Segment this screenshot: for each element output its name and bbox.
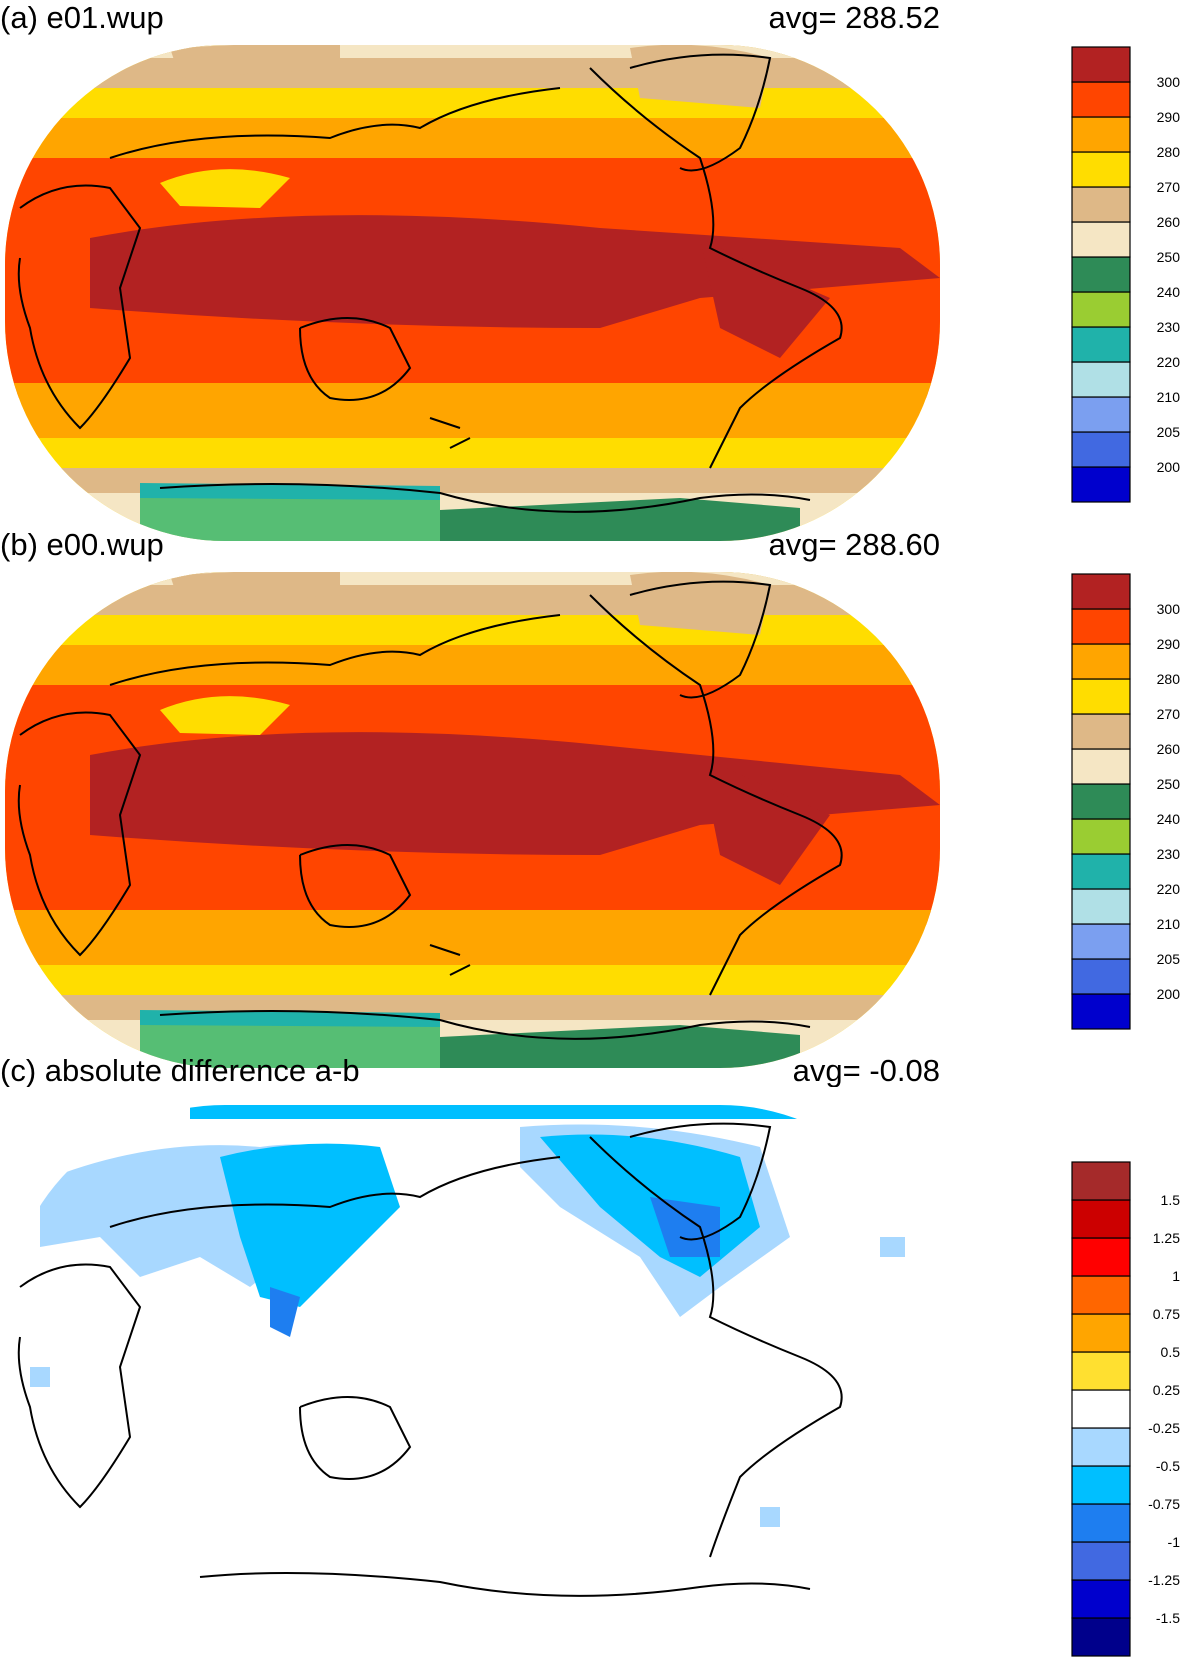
colorbar-tick-label: 250 xyxy=(1157,249,1181,265)
colorbar-swatch xyxy=(1071,1503,1131,1543)
colorbar-swatch xyxy=(1071,466,1131,503)
colorbar-tick-label: 260 xyxy=(1157,214,1181,230)
colorbar-swatch xyxy=(1071,1617,1131,1657)
colorbar-tick-label: 210 xyxy=(1157,389,1181,405)
panel-c-average: avg= -0.08 xyxy=(792,1053,940,1088)
colorbar-tick-label: 0.25 xyxy=(1153,1382,1180,1398)
colorbar-tick-label: 220 xyxy=(1157,354,1181,370)
colorbar-swatch xyxy=(1071,1579,1131,1619)
colorbar-swatch xyxy=(1071,221,1131,258)
panel-a-colorbar: 200 205 210 220 230 240 250 260 270 280 290 300 xyxy=(1071,46,1181,503)
colorbar-swatch xyxy=(1071,186,1131,223)
colorbar-swatch xyxy=(1071,783,1131,820)
colorbar-swatch xyxy=(1071,608,1131,645)
panel-b-map xyxy=(5,572,940,1068)
panel-c-map xyxy=(0,1087,1005,1667)
colorbar-swatch xyxy=(1071,431,1131,468)
colorbar-tick-label: 1.25 xyxy=(1153,1230,1180,1246)
colorbar-swatch xyxy=(1071,923,1131,960)
colorbar-swatch xyxy=(1071,713,1131,750)
colorbar-tick-label: 240 xyxy=(1157,284,1181,300)
colorbar-swatch xyxy=(1071,888,1131,925)
colorbar-swatch xyxy=(1071,396,1131,433)
colorbar-swatch xyxy=(1071,748,1131,785)
colorbar-tick-label: 200 xyxy=(1157,459,1181,475)
colorbar-swatch xyxy=(1071,1351,1131,1391)
panel-b-average: avg= 288.60 xyxy=(768,527,940,562)
colorbar-tick-label: 1.5 xyxy=(1161,1192,1181,1208)
panel-a-map xyxy=(5,45,940,541)
panel-b-colorbar: 200 205 210 220 230 240 250 260 270 280 290 300 xyxy=(1071,573,1181,1030)
panel-b-title: (b) e00.wup xyxy=(0,527,164,562)
colorbar-tick-label: 270 xyxy=(1157,179,1181,195)
colorbar-tick-label: 0.75 xyxy=(1153,1306,1180,1322)
colorbar-tick-label: 300 xyxy=(1157,74,1181,90)
colorbar-tick-label: -1.5 xyxy=(1156,1610,1180,1626)
colorbar-swatch xyxy=(1071,1541,1131,1581)
colorbar-swatch xyxy=(1071,818,1131,855)
panel-a-title: (a) e01.wup xyxy=(0,0,164,35)
colorbar-tick-label: -1.25 xyxy=(1148,1572,1180,1588)
colorbar-tick-label: 290 xyxy=(1157,109,1181,125)
colorbar-swatch xyxy=(1071,958,1131,995)
colorbar-tick-label: 240 xyxy=(1157,811,1181,827)
colorbar-tick-label: 230 xyxy=(1157,319,1181,335)
colorbar-swatch xyxy=(1071,326,1131,363)
colorbar-swatch xyxy=(1071,678,1131,715)
colorbar-swatch xyxy=(1071,1237,1131,1277)
colorbar-tick-label: 220 xyxy=(1157,881,1181,897)
panel-c-colorbar: -1.5 -1.25 -1 -0.75 -0.5 -0.25 0.25 0.5 0.75 1 1.2… xyxy=(1071,1161,1181,1657)
colorbar-swatch xyxy=(1071,853,1131,890)
colorbar-swatch xyxy=(1071,993,1131,1030)
panel-c: (c) absolute difference a-b avg= -0.08 xyxy=(0,1053,1193,1677)
colorbar-tick-label: 290 xyxy=(1157,636,1181,652)
colorbar-tick-label: 210 xyxy=(1157,916,1181,932)
colorbar-tick-label: 205 xyxy=(1157,951,1181,967)
colorbar-swatch xyxy=(1071,81,1131,118)
colorbar-tick-label: -1 xyxy=(1168,1534,1181,1550)
difference-field xyxy=(30,1105,905,1527)
colorbar-tick-label: 280 xyxy=(1157,144,1181,160)
panel-b: (b) e00.wup avg= 288.60 xyxy=(0,527,1193,1087)
panel-a: (a) e01.wup avg= 288.52 xyxy=(0,0,1193,560)
colorbar-tick-label: 260 xyxy=(1157,741,1181,757)
colorbar-swatch xyxy=(1071,573,1131,610)
colorbar-tick-label: 300 xyxy=(1157,601,1181,617)
colorbar-swatch xyxy=(1071,643,1131,680)
panel-c-title: (c) absolute difference a-b xyxy=(0,1053,360,1088)
colorbar-swatch xyxy=(1071,1313,1131,1353)
colorbar-tick-label: -0.25 xyxy=(1148,1420,1180,1436)
colorbar-swatch xyxy=(1071,1161,1131,1201)
colorbar-tick-label: -0.75 xyxy=(1148,1496,1180,1512)
colorbar-tick-label: 230 xyxy=(1157,846,1181,862)
colorbar-swatch xyxy=(1071,116,1131,153)
colorbar-tick-label: 0.5 xyxy=(1161,1344,1181,1360)
colorbar-swatch xyxy=(1071,1275,1131,1315)
coastlines xyxy=(17,53,843,513)
coastlines xyxy=(17,580,843,1040)
colorbar-swatch xyxy=(1071,1389,1131,1429)
colorbar-swatch xyxy=(1071,361,1131,398)
colorbar-tick-label: 250 xyxy=(1157,776,1181,792)
colorbar-tick-label: 1 xyxy=(1172,1268,1180,1284)
colorbar-swatch xyxy=(1071,291,1131,328)
colorbar-swatch xyxy=(1071,46,1131,83)
colorbar-tick-label: 205 xyxy=(1157,424,1181,440)
colorbar-swatch xyxy=(1071,1465,1131,1505)
colorbar-swatch xyxy=(1071,151,1131,188)
panel-a-average: avg= 288.52 xyxy=(768,0,940,35)
colorbar-swatch xyxy=(1071,1427,1131,1467)
colorbar-tick-label: 270 xyxy=(1157,706,1181,722)
colorbar-tick-label: -0.5 xyxy=(1156,1458,1180,1474)
colorbar-swatch xyxy=(1071,256,1131,293)
colorbar-tick-label: 280 xyxy=(1157,671,1181,687)
colorbar-swatch xyxy=(1071,1199,1131,1239)
coastlines xyxy=(17,1122,843,1597)
colorbar-tick-label: 200 xyxy=(1157,986,1181,1002)
